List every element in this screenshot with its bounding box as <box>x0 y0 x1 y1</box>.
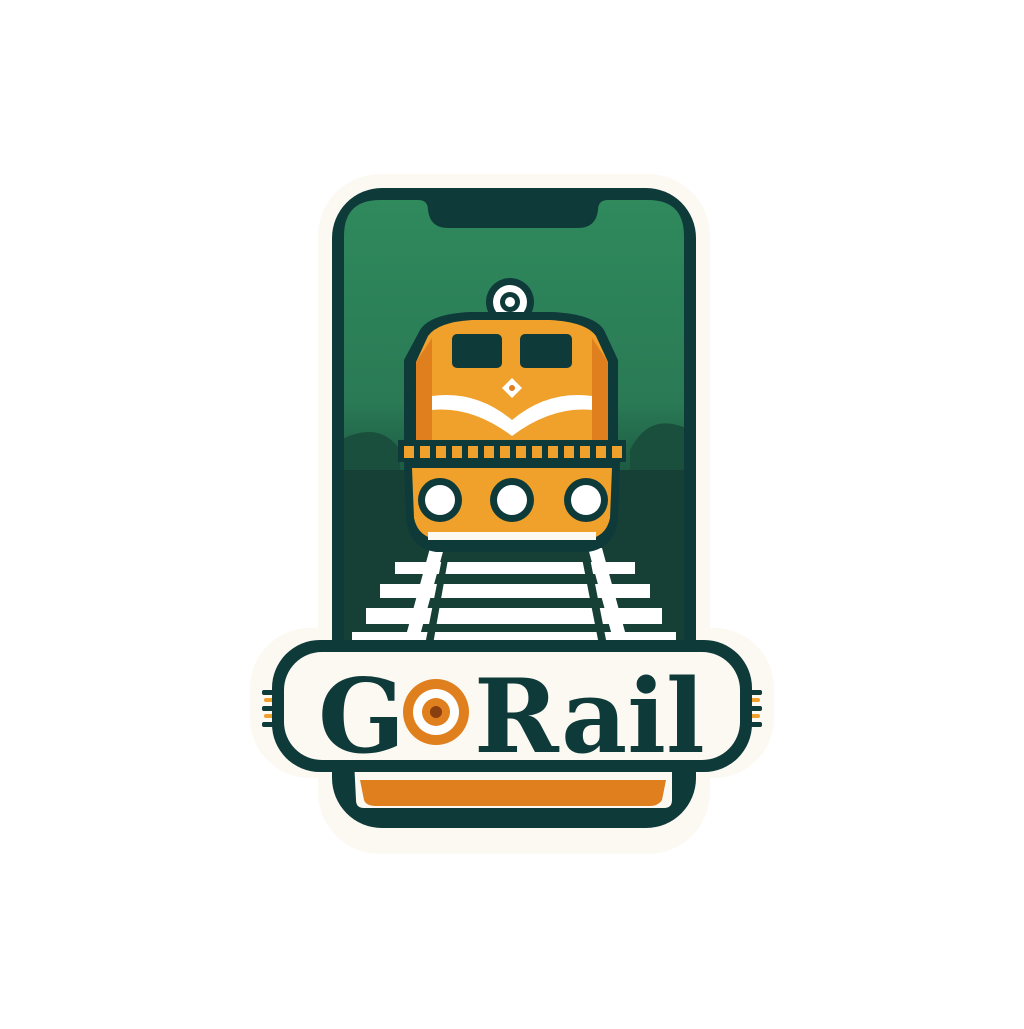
train-locomotive-icon <box>398 278 626 552</box>
brand-wordmark: G Rail <box>318 657 705 777</box>
phone-notch <box>460 198 558 210</box>
target-o-icon <box>403 679 469 745</box>
brand-prefix: G <box>318 657 405 777</box>
brand-suffix: Rail <box>474 657 705 777</box>
brand-banner <box>262 640 762 772</box>
headlights <box>418 478 608 522</box>
